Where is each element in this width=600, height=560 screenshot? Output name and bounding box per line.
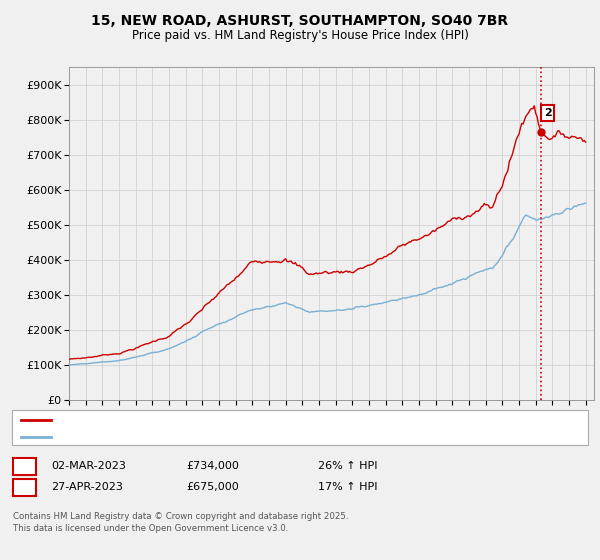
Text: £734,000: £734,000 — [186, 461, 239, 472]
Text: 1: 1 — [20, 460, 29, 473]
Text: 2: 2 — [20, 480, 29, 494]
Text: Contains HM Land Registry data © Crown copyright and database right 2025.
This d: Contains HM Land Registry data © Crown c… — [13, 512, 349, 533]
Text: Price paid vs. HM Land Registry's House Price Index (HPI): Price paid vs. HM Land Registry's House … — [131, 29, 469, 42]
Text: 2: 2 — [544, 108, 551, 118]
Text: 02-MAR-2023: 02-MAR-2023 — [51, 461, 126, 472]
Text: 15, NEW ROAD, ASHURST, SOUTHAMPTON, SO40 7BR (detached house): 15, NEW ROAD, ASHURST, SOUTHAMPTON, SO40… — [57, 415, 432, 425]
Text: 26% ↑ HPI: 26% ↑ HPI — [318, 461, 377, 472]
Text: £675,000: £675,000 — [186, 482, 239, 492]
Text: HPI: Average price, detached house, New Forest: HPI: Average price, detached house, New … — [57, 432, 308, 441]
Text: 27-APR-2023: 27-APR-2023 — [51, 482, 123, 492]
Text: 15, NEW ROAD, ASHURST, SOUTHAMPTON, SO40 7BR: 15, NEW ROAD, ASHURST, SOUTHAMPTON, SO40… — [91, 14, 509, 28]
Text: 17% ↑ HPI: 17% ↑ HPI — [318, 482, 377, 492]
